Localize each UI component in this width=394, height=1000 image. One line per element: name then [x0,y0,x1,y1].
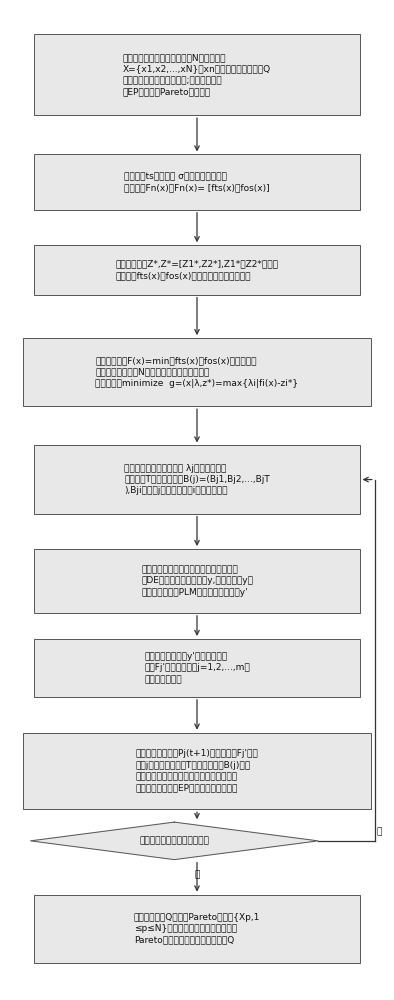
Text: 调节时间ts和超调量 σ计算每个个体的目
标函数值Fn(x)，Fn(x)= [fts(x)，fos(x)]: 调节时间ts和超调量 σ计算每个个体的目 标函数值Fn(x)，Fn(x)= [f… [124,172,270,192]
FancyBboxPatch shape [23,733,371,809]
Text: 给出加权矩阵Q的一组Pareto最优解{Xp,1
≤p≤N}，并根据实际需要，选取一个
Pareto最优解作为最优的加权矩阵Q: 给出加权矩阵Q的一组Pareto最优解{Xp,1 ≤p≤N}，并根据实际需要，选… [134,913,260,945]
FancyBboxPatch shape [34,445,360,514]
FancyBboxPatch shape [23,338,371,406]
Text: 计算新的临时个体y'的两个目标函
数值Fj'，若对于每个j=1,2,...,m都
有则更新理想点: 计算新的临时个体y'的两个目标函 数值Fj'，若对于每个j=1,2,...,m都… [144,652,250,684]
Text: 否: 否 [377,827,382,836]
FancyBboxPatch shape [34,154,360,210]
FancyBboxPatch shape [34,34,360,115]
Text: 引入佳点集理论初始化大小为N的初始种群
X={x1,x2,...,xN}，xn代表一个由加权矩阵Q
中所有元素组成的种群个体;初始化外部种
群EP用于存储Par: 引入佳点集理论初始化大小为N的初始种群 X={x1,x2,...,xN}，xn代… [123,53,271,96]
Text: 根据每一个子问题的权值 λj，计算每一个
子问题的T个邻居子问题B(j)=(Bj1,Bj2,...,BjT
),Bji表示第j个子问题的第i个邻居子问题: 根据每一个子问题的权值 λj，计算每一个 子问题的T个邻居子问题B(j)=(Bj… [124,464,270,495]
Text: 对每一个子问题对应的个体进行差分进化
（DE）操作得到临时个体y,对临时个体y进
行多项式变异（PLM）操作，得到个体y': 对每一个子问题对应的个体进行差分进化 （DE）操作得到临时个体y,对临时个体y进… [141,565,253,597]
FancyBboxPatch shape [34,245,360,295]
Text: 初始化理想点Z*,Z*=[Z1*,Z2*],Z1*、Z2*分别是
目标函数fts(x)、fos(x)到目前为止找到的最小值: 初始化理想点Z*,Z*=[Z1*,Z2*],Z1*、Z2*分别是 目标函数fts… [115,260,279,280]
FancyBboxPatch shape [34,639,360,697]
Polygon shape [31,822,318,860]
Text: 是否满足设置的最大迭代次数: 是否满足设置的最大迭代次数 [139,836,209,845]
Text: 是: 是 [194,870,200,879]
Text: 将多目标问题F(x)=min（fts(x)，fos(x)）用切比雪
夫分解方法分解成N个子问题，具体每个子问题
的描述为：minimize  g=(x|λ,z*: 将多目标问题F(x)=min（fts(x)，fos(x)）用切比雪 夫分解方法分… [95,356,299,388]
Text: 通过新的临时个体Pj(t+1)和其目标值Fj'来更
新第j个子问题的所有T个邻居子问题B(j)分别
对应的个体以及每个个体对应的目标函数值
，并更新外部种群EP: 通过新的临时个体Pj(t+1)和其目标值Fj'来更 新第j个子问题的所有T个邻居… [136,749,258,793]
FancyBboxPatch shape [34,895,360,963]
FancyBboxPatch shape [34,549,360,613]
